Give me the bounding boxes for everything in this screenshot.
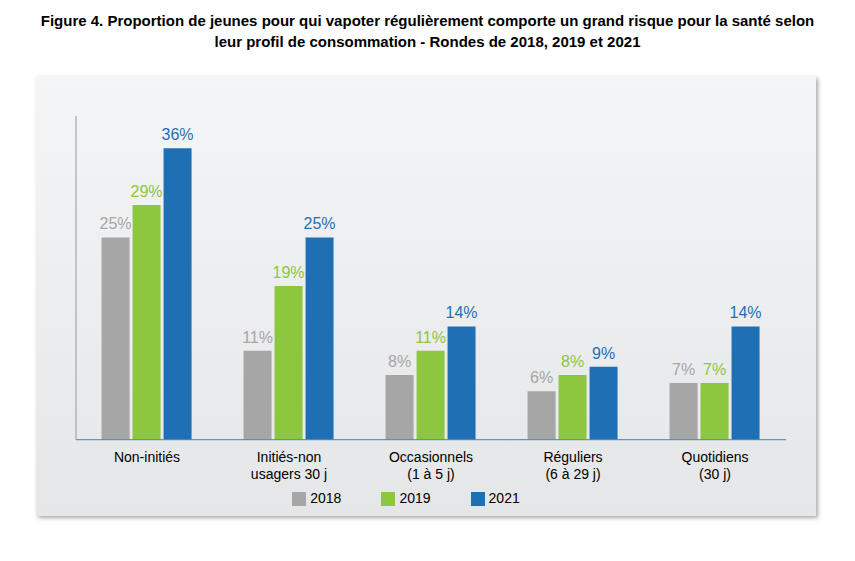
html-text:2019: 2019 [399, 489, 431, 506]
svg-text:usagers 30 j: usagers 30 j [251, 466, 327, 482]
svg-text:Occasionnels: Occasionnels [389, 449, 473, 465]
svg-text:7%: 7% [672, 361, 695, 378]
svg-text:9%: 9% [592, 345, 615, 362]
svg-text:8%: 8% [561, 353, 584, 370]
svg-text:(1 à 5 j): (1 à 5 j) [407, 466, 454, 482]
svg-text:36%: 36% [162, 126, 194, 143]
svg-text:Initiés-non: Initiés-non [257, 449, 322, 465]
svg-text:11%: 11% [415, 329, 446, 346]
svg-text:25%: 25% [304, 215, 336, 232]
svg-text:6%: 6% [530, 369, 553, 386]
svg-text:Non-initiés: Non-initiés [114, 449, 180, 465]
svg-text:8%: 8% [388, 353, 411, 370]
svg-text:25%: 25% [100, 215, 132, 232]
svg-text:Réguliers: Réguliers [543, 449, 602, 465]
svg-text:19%: 19% [273, 264, 305, 281]
html-text:2021: 2021 [488, 489, 520, 506]
svg-text:(6 à 29 j): (6 à 29 j) [545, 466, 600, 482]
html-text:Figure 4. Proportion de jeunes: Figure 4. Proportion de jeunes pour qui … [40, 12, 815, 50]
html-text:2018: 2018 [310, 489, 342, 506]
svg-text:11%: 11% [242, 329, 273, 346]
svg-text:14%: 14% [730, 304, 762, 321]
svg-text:14%: 14% [446, 304, 478, 321]
svg-text:29%: 29% [131, 183, 163, 200]
svg-text:7%: 7% [703, 361, 726, 378]
svg-text:Quotidiens: Quotidiens [682, 449, 749, 465]
svg-text:(30 j): (30 j) [699, 466, 731, 482]
